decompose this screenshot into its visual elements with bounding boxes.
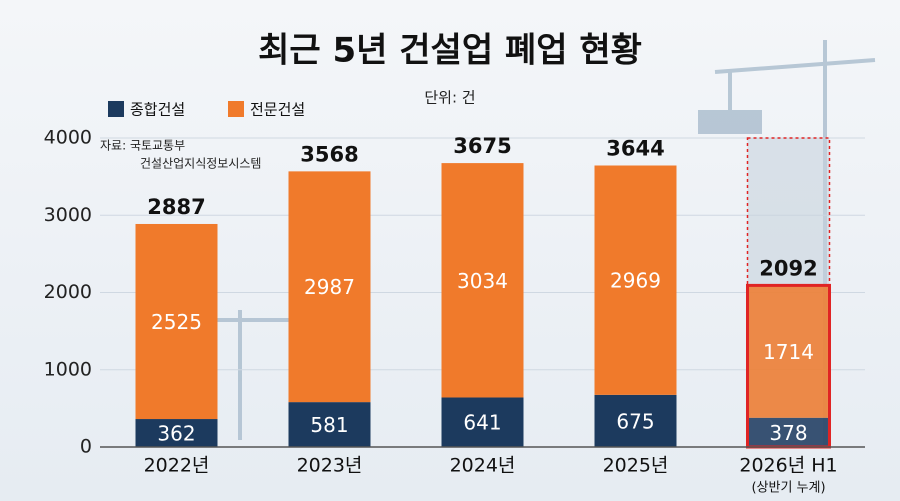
x-tick-label: 2025년 [603, 455, 669, 477]
source-line: 건설산업지식정보시스템 [140, 157, 261, 171]
bar-segment [594, 165, 677, 395]
total-label: 2092 [759, 256, 817, 280]
legend-swatch [108, 101, 124, 117]
segment-label: 3034 [457, 269, 508, 293]
legend-swatch [228, 101, 244, 117]
y-tick-label: 3000 [44, 204, 92, 226]
segment-label: 581 [310, 413, 348, 437]
segment-label: 2987 [304, 275, 355, 299]
legend-label: 전문건설 [250, 101, 305, 119]
bar-segment [594, 394, 677, 447]
unit-label: 단위: 건 [424, 89, 475, 107]
y-tick-label: 1000 [44, 358, 92, 380]
bar-segment [135, 223, 218, 420]
bar-segment [288, 402, 371, 447]
source-line: 자료: 국토교통부 [100, 139, 185, 153]
bar-segment [747, 417, 830, 447]
x-tick-label: 2023년 [297, 455, 363, 477]
bar-segment [288, 171, 371, 403]
chart-title: 최근 5년 건설업 폐업 현황 [258, 31, 642, 71]
total-label: 3644 [606, 137, 664, 161]
x-tick-label: 2022년 [144, 455, 210, 477]
segment-label: 378 [769, 421, 807, 445]
segment-label: 2969 [610, 269, 661, 293]
x-tick-label: 2026년 H1 [739, 455, 837, 477]
segment-label: 1714 [763, 340, 814, 364]
x-tick-note: (상반기 누계) [751, 481, 825, 496]
segment-label: 675 [616, 409, 654, 433]
bar-segment [747, 285, 830, 418]
segment-label: 2525 [151, 310, 202, 334]
total-label: 3568 [300, 142, 358, 166]
total-label: 2887 [147, 195, 205, 219]
y-tick-label: 0 [80, 436, 92, 458]
bar-segment [135, 419, 218, 447]
x-tick-label: 2024년 [450, 455, 516, 477]
segment-label: 362 [157, 422, 195, 446]
y-tick-label: 4000 [44, 127, 92, 149]
bar-segment [441, 397, 524, 447]
total-label: 3675 [453, 134, 511, 158]
legend-label: 종합건설 [130, 101, 185, 119]
bar-segment [441, 163, 524, 398]
segment-label: 641 [463, 411, 501, 435]
y-tick-label: 2000 [44, 281, 92, 303]
